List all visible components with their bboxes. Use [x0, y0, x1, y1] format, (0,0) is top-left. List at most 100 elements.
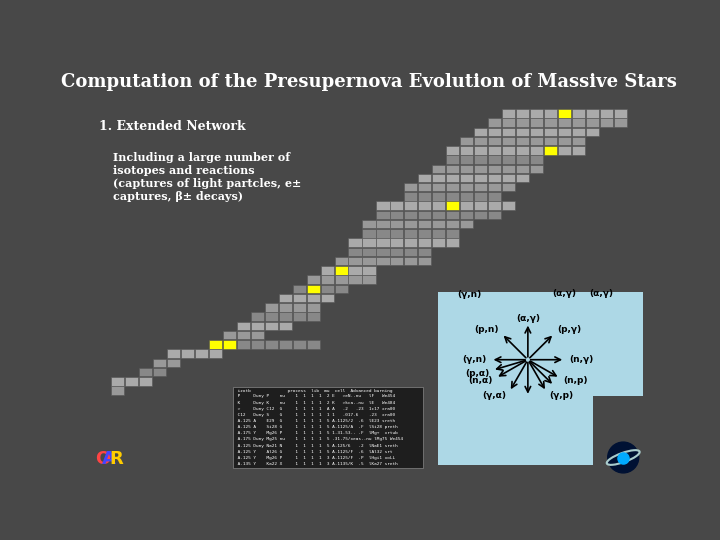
Text: (captures of light partcles, e±: (captures of light partcles, e±: [113, 178, 302, 189]
Bar: [544, 109, 557, 118]
Bar: [432, 201, 446, 210]
Bar: [307, 340, 320, 348]
Bar: [223, 340, 236, 348]
Bar: [572, 109, 585, 118]
Bar: [530, 137, 543, 145]
Bar: [362, 257, 376, 265]
Bar: [474, 165, 487, 173]
Bar: [432, 211, 446, 219]
Bar: [432, 229, 446, 238]
Bar: [488, 183, 501, 192]
Bar: [446, 239, 459, 247]
Bar: [377, 248, 390, 256]
Bar: [530, 127, 543, 136]
Bar: [544, 137, 557, 145]
Bar: [446, 146, 459, 154]
Bar: [460, 174, 473, 182]
Bar: [446, 201, 459, 210]
Bar: [502, 137, 515, 145]
Bar: [544, 127, 557, 136]
Bar: [195, 349, 208, 358]
Bar: [418, 192, 431, 201]
Bar: [585, 109, 599, 118]
Bar: [460, 220, 473, 228]
Bar: [530, 156, 543, 164]
Text: A: A: [102, 450, 116, 468]
Bar: [460, 183, 473, 192]
Bar: [153, 359, 166, 367]
Bar: [320, 294, 334, 302]
Bar: [572, 127, 585, 136]
Bar: [446, 220, 459, 228]
Bar: [418, 239, 431, 247]
Bar: [320, 285, 334, 293]
Bar: [446, 174, 459, 182]
Bar: [404, 229, 418, 238]
Bar: [432, 220, 446, 228]
Bar: [362, 275, 376, 284]
Bar: [279, 340, 292, 348]
Bar: [488, 192, 501, 201]
Bar: [237, 340, 250, 348]
Bar: [474, 183, 487, 192]
Bar: [502, 183, 515, 192]
Bar: [377, 239, 390, 247]
Bar: [348, 266, 361, 275]
Bar: [432, 165, 446, 173]
Bar: [237, 331, 250, 339]
Bar: [251, 331, 264, 339]
Bar: [377, 201, 390, 210]
Bar: [209, 340, 222, 348]
Bar: [348, 275, 361, 284]
Bar: [516, 127, 529, 136]
Bar: [377, 229, 390, 238]
Bar: [572, 118, 585, 127]
Circle shape: [608, 442, 639, 473]
Bar: [460, 201, 473, 210]
Bar: [460, 192, 473, 201]
Bar: [572, 137, 585, 145]
Bar: [265, 340, 278, 348]
Bar: [362, 229, 376, 238]
Bar: [390, 239, 403, 247]
Bar: [307, 285, 320, 293]
Bar: [502, 146, 515, 154]
Bar: [181, 349, 194, 358]
Bar: [390, 220, 403, 228]
Bar: [362, 248, 376, 256]
Text: (α,γ): (α,γ): [516, 314, 540, 323]
Bar: [516, 174, 529, 182]
Text: 1. Extended Network: 1. Extended Network: [99, 120, 246, 133]
Bar: [125, 377, 138, 386]
Bar: [432, 174, 446, 182]
Bar: [237, 322, 250, 330]
Bar: [474, 156, 487, 164]
Bar: [223, 331, 236, 339]
Bar: [558, 146, 571, 154]
Bar: [418, 174, 431, 182]
Bar: [335, 266, 348, 275]
Text: (p,n): (p,n): [474, 325, 498, 334]
Bar: [335, 275, 348, 284]
Bar: [390, 257, 403, 265]
Bar: [516, 146, 529, 154]
Bar: [585, 127, 599, 136]
Bar: [516, 118, 529, 127]
Text: captures, β± decays): captures, β± decays): [113, 191, 243, 202]
Bar: [502, 127, 515, 136]
Bar: [460, 211, 473, 219]
Bar: [438, 396, 593, 465]
Bar: [474, 174, 487, 182]
Bar: [404, 248, 418, 256]
Bar: [585, 118, 599, 127]
Text: A.135 Y    Ka22 X     1  1  1  1  3 A.1135/K  .5  lKa27 sreth: A.135 Y Ka22 X 1 1 1 1 3 A.1135/K .5 lKa…: [235, 462, 397, 466]
Bar: [362, 220, 376, 228]
Text: (p,γ): (p,γ): [557, 325, 582, 334]
Text: isotopes and reactions: isotopes and reactions: [113, 165, 255, 176]
Bar: [474, 192, 487, 201]
Bar: [404, 201, 418, 210]
Bar: [418, 220, 431, 228]
Bar: [446, 156, 459, 164]
Bar: [488, 146, 501, 154]
Bar: [600, 109, 613, 118]
